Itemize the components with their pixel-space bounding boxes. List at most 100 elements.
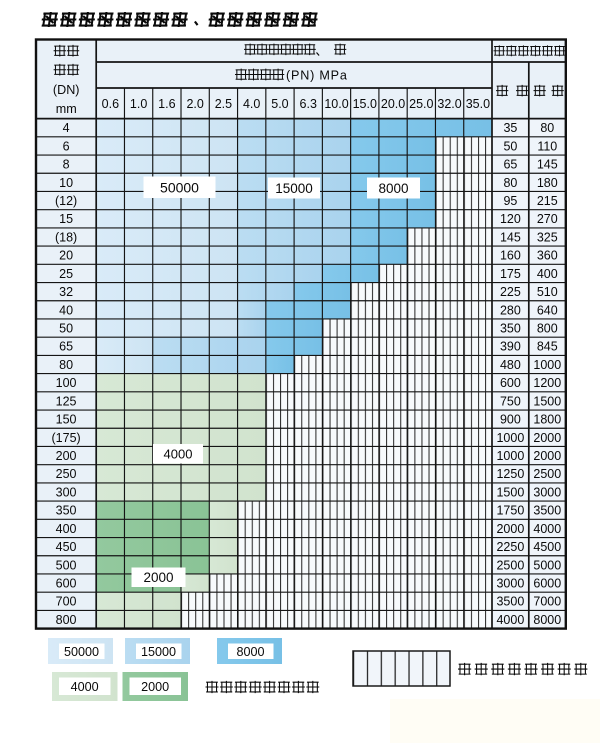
svg-text:(DN): (DN) <box>53 83 80 97</box>
svg-text:20: 20 <box>59 249 73 263</box>
svg-text:15.0: 15.0 <box>353 97 377 111</box>
svg-text:2000: 2000 <box>533 431 561 445</box>
svg-text:225: 225 <box>500 285 521 299</box>
svg-text:(PN) MPa: (PN) MPa <box>286 69 348 83</box>
svg-text:32.0: 32.0 <box>437 97 461 111</box>
svg-text:2250: 2250 <box>496 540 524 554</box>
svg-text:400: 400 <box>537 267 558 281</box>
svg-text:200: 200 <box>56 449 77 463</box>
svg-text:5000: 5000 <box>533 558 561 572</box>
svg-text:32: 32 <box>59 285 73 299</box>
svg-text:10: 10 <box>59 176 73 190</box>
svg-text:125: 125 <box>56 394 77 408</box>
svg-text:600: 600 <box>500 376 521 390</box>
svg-text:250: 250 <box>56 467 77 481</box>
svg-text:40: 40 <box>59 303 73 317</box>
svg-text:(175): (175) <box>52 431 81 445</box>
svg-text:6000: 6000 <box>533 576 561 590</box>
svg-text:1500: 1500 <box>496 485 524 499</box>
svg-text:25.0: 25.0 <box>409 97 433 111</box>
svg-text:300: 300 <box>56 485 77 499</box>
svg-text:1000: 1000 <box>533 358 561 372</box>
svg-text:280: 280 <box>500 303 521 317</box>
svg-text:2.5: 2.5 <box>215 97 232 111</box>
svg-text:390: 390 <box>500 340 521 354</box>
svg-text:4000: 4000 <box>496 613 524 627</box>
svg-text:350: 350 <box>56 504 77 518</box>
svg-text:15000: 15000 <box>275 181 313 196</box>
svg-text:750: 750 <box>500 394 521 408</box>
svg-text:8: 8 <box>63 158 70 172</box>
svg-text:175: 175 <box>500 267 521 281</box>
svg-text:600: 600 <box>56 576 77 590</box>
svg-text:95: 95 <box>503 194 517 208</box>
svg-text:215: 215 <box>537 194 558 208</box>
svg-text:1750: 1750 <box>496 504 524 518</box>
svg-text:20.0: 20.0 <box>381 97 405 111</box>
svg-text:800: 800 <box>537 321 558 335</box>
svg-text:65: 65 <box>59 340 73 354</box>
svg-text:15000: 15000 <box>141 645 176 659</box>
svg-text:640: 640 <box>537 303 558 317</box>
svg-text:180: 180 <box>537 176 558 190</box>
svg-text:4.0: 4.0 <box>243 97 260 111</box>
svg-text:50: 50 <box>503 139 517 153</box>
svg-text:450: 450 <box>56 540 77 554</box>
svg-text:4500: 4500 <box>533 540 561 554</box>
svg-text:1200: 1200 <box>533 376 561 390</box>
svg-text:6: 6 <box>63 139 70 153</box>
svg-text:500: 500 <box>56 558 77 572</box>
svg-text:845: 845 <box>537 340 558 354</box>
svg-text:50: 50 <box>59 321 73 335</box>
svg-text:35.0: 35.0 <box>466 97 490 111</box>
svg-text:800: 800 <box>56 613 77 627</box>
svg-text:150: 150 <box>56 413 77 427</box>
svg-text:100: 100 <box>56 376 77 390</box>
svg-text:145: 145 <box>500 230 521 244</box>
svg-text:1.6: 1.6 <box>158 97 175 111</box>
svg-text:900: 900 <box>500 413 521 427</box>
svg-text:2000: 2000 <box>533 449 561 463</box>
svg-text:7000: 7000 <box>533 595 561 609</box>
svg-text:8000: 8000 <box>378 181 408 196</box>
svg-text:480: 480 <box>500 358 521 372</box>
svg-text:1500: 1500 <box>533 394 561 408</box>
svg-text:25: 25 <box>59 267 73 281</box>
svg-text:0.6: 0.6 <box>102 97 119 111</box>
svg-text:6.3: 6.3 <box>300 97 317 111</box>
svg-text:35: 35 <box>503 121 517 135</box>
svg-text:270: 270 <box>537 212 558 226</box>
svg-text:1000: 1000 <box>496 449 524 463</box>
svg-text:4000: 4000 <box>164 446 193 461</box>
svg-text:4: 4 <box>63 121 70 135</box>
svg-text:8000: 8000 <box>236 645 264 659</box>
svg-text:2500: 2500 <box>533 467 561 481</box>
svg-text:15: 15 <box>59 212 73 226</box>
svg-text:65: 65 <box>503 158 517 172</box>
svg-text:3500: 3500 <box>496 595 524 609</box>
svg-text:510: 510 <box>537 285 558 299</box>
svg-text:(12): (12) <box>55 194 77 208</box>
svg-text:mm: mm <box>56 102 77 116</box>
svg-text:80: 80 <box>540 121 554 135</box>
svg-text:1.0: 1.0 <box>130 97 147 111</box>
svg-text:2000: 2000 <box>143 570 173 585</box>
svg-text:350: 350 <box>500 321 521 335</box>
svg-text:80: 80 <box>503 176 517 190</box>
svg-text:2500: 2500 <box>496 558 524 572</box>
svg-text:3000: 3000 <box>496 576 524 590</box>
svg-text:120: 120 <box>500 212 521 226</box>
svg-text:(18): (18) <box>55 230 77 244</box>
svg-text:160: 160 <box>500 249 521 263</box>
svg-text:10.0: 10.0 <box>324 97 348 111</box>
svg-text:2.0: 2.0 <box>186 97 203 111</box>
svg-text:4000: 4000 <box>533 522 561 536</box>
svg-text:325: 325 <box>537 230 558 244</box>
svg-text:1800: 1800 <box>533 413 561 427</box>
svg-text:5.0: 5.0 <box>271 97 288 111</box>
svg-text:4000: 4000 <box>71 680 99 694</box>
svg-text:8000: 8000 <box>533 613 561 627</box>
svg-text:3000: 3000 <box>533 485 561 499</box>
svg-text:400: 400 <box>56 522 77 536</box>
svg-text:700: 700 <box>56 595 77 609</box>
